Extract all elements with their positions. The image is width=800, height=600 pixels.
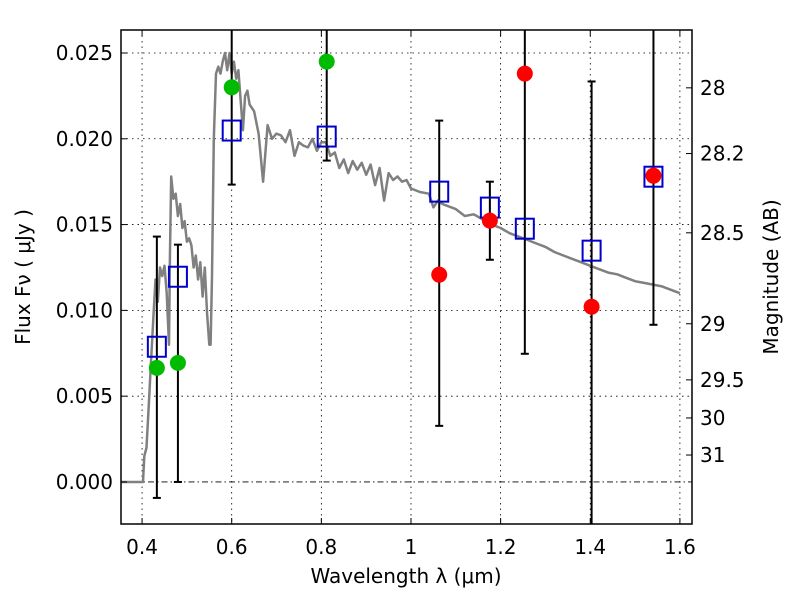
observed-point-circle bbox=[583, 298, 600, 315]
y-tick-label: 0.015 bbox=[56, 213, 113, 237]
y-axis-left: 0.000 0.005 0.010 0.015 0.020 0.025 bbox=[56, 41, 127, 494]
y-tick-label: 0.000 bbox=[56, 470, 113, 494]
y-tick-label: 0.020 bbox=[56, 127, 113, 151]
observed-point-circle bbox=[223, 79, 240, 96]
y-tick-label: 0.005 bbox=[56, 384, 113, 408]
spectrum-line bbox=[121, 51, 681, 484]
x-tick-label: 1.4 bbox=[574, 535, 606, 559]
right-tick-label: 31 bbox=[700, 443, 725, 467]
y-tick-label: 0.025 bbox=[56, 41, 113, 65]
plot-frame bbox=[120, 29, 693, 525]
x-tick-label: 0.8 bbox=[305, 535, 337, 559]
data-markers bbox=[146, 53, 664, 376]
model-point-square bbox=[146, 335, 167, 358]
model-point-square bbox=[429, 180, 450, 203]
observed-point-circle bbox=[481, 212, 498, 229]
right-tick-label: 28.5 bbox=[700, 221, 745, 245]
right-tick-label: 28 bbox=[700, 76, 725, 100]
x-axis-label: Wavelength λ (μm) bbox=[310, 564, 501, 588]
model-spectrum bbox=[121, 51, 681, 484]
right-tick-label: 30 bbox=[700, 406, 725, 430]
x-tick-label: 0.6 bbox=[216, 535, 248, 559]
model-point-square bbox=[316, 125, 337, 148]
model-point-square bbox=[643, 165, 664, 188]
model-point-square bbox=[581, 239, 602, 262]
right-tick-label: 29 bbox=[700, 312, 725, 336]
observed-point-circle bbox=[516, 65, 533, 82]
observed-point-circle bbox=[148, 359, 165, 376]
y-tick-label: 0.010 bbox=[56, 298, 113, 322]
x-tick-label: 1 bbox=[405, 535, 418, 559]
y-axis-label: Flux Fν ( μJy ) bbox=[11, 209, 35, 345]
grid-lines bbox=[121, 30, 692, 524]
observed-point-circle bbox=[318, 53, 335, 70]
observed-point-circle bbox=[645, 167, 662, 184]
observed-point-circle bbox=[169, 354, 186, 371]
model-point-square bbox=[221, 119, 242, 142]
right-tick-label: 29.5 bbox=[700, 368, 745, 392]
x-axis: 0.4 0.6 0.8 1 1.2 1.4 1.6 bbox=[126, 30, 696, 559]
x-tick-label: 0.4 bbox=[126, 535, 158, 559]
model-point-square bbox=[167, 265, 188, 288]
model-point-square bbox=[514, 217, 535, 240]
x-tick-label: 1.2 bbox=[485, 535, 517, 559]
right-tick-label: 28.2 bbox=[700, 142, 745, 166]
observed-point-circle bbox=[431, 266, 448, 283]
y-axis-right: 28 28.2 28.5 29 29.5 30 31 bbox=[686, 76, 745, 467]
y-axis-right-label: Magnitude (AB) bbox=[759, 199, 783, 354]
x-tick-label: 1.6 bbox=[664, 535, 696, 559]
plot-area bbox=[121, 30, 681, 524]
